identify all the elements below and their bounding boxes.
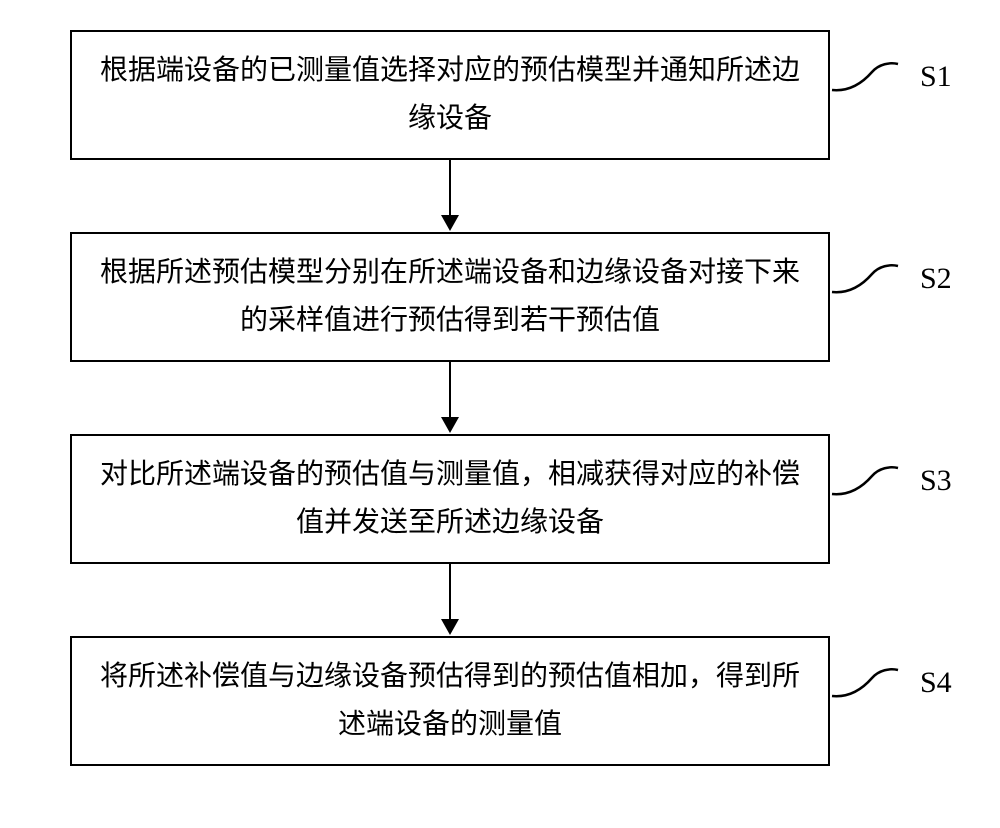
arrow-s1-s2-line bbox=[449, 160, 451, 215]
step-text-s3: 对比所述端设备的预估值与测量值，相减获得对应的补偿值并发送至所述边缘设备 bbox=[92, 451, 808, 546]
connector-swoosh-s1 bbox=[830, 60, 900, 94]
step-box-s2: 根据所述预估模型分别在所述端设备和边缘设备对接下来的采样值进行预估得到若干预估值 bbox=[70, 232, 830, 362]
step-label-s1: S1 bbox=[920, 60, 952, 94]
step-text-s4: 将所述补偿值与边缘设备预估得到的预估值相加，得到所述端设备的测量值 bbox=[92, 653, 808, 748]
step-box-s1: 根据端设备的已测量值选择对应的预估模型并通知所述边缘设备 bbox=[70, 30, 830, 160]
step-box-s3: 对比所述端设备的预估值与测量值，相减获得对应的补偿值并发送至所述边缘设备 bbox=[70, 434, 830, 564]
connector-swoosh-s3 bbox=[830, 464, 900, 498]
flowchart-canvas: 根据端设备的已测量值选择对应的预估模型并通知所述边缘设备 S1 根据所述预估模型… bbox=[0, 0, 1000, 828]
connector-swoosh-s2 bbox=[830, 262, 900, 296]
step-box-s4: 将所述补偿值与边缘设备预估得到的预估值相加，得到所述端设备的测量值 bbox=[70, 636, 830, 766]
step-text-s2: 根据所述预估模型分别在所述端设备和边缘设备对接下来的采样值进行预估得到若干预估值 bbox=[92, 249, 808, 344]
arrow-s3-s4-line bbox=[449, 564, 451, 619]
step-label-s3: S3 bbox=[920, 464, 952, 498]
connector-swoosh-s4 bbox=[830, 666, 900, 700]
arrow-s1-s2-head bbox=[441, 215, 459, 231]
step-text-s1: 根据端设备的已测量值选择对应的预估模型并通知所述边缘设备 bbox=[92, 47, 808, 142]
arrow-s2-s3-line bbox=[449, 362, 451, 417]
step-label-s2: S2 bbox=[920, 262, 952, 296]
step-label-s4: S4 bbox=[920, 666, 952, 700]
arrow-s2-s3-head bbox=[441, 417, 459, 433]
arrow-s3-s4-head bbox=[441, 619, 459, 635]
